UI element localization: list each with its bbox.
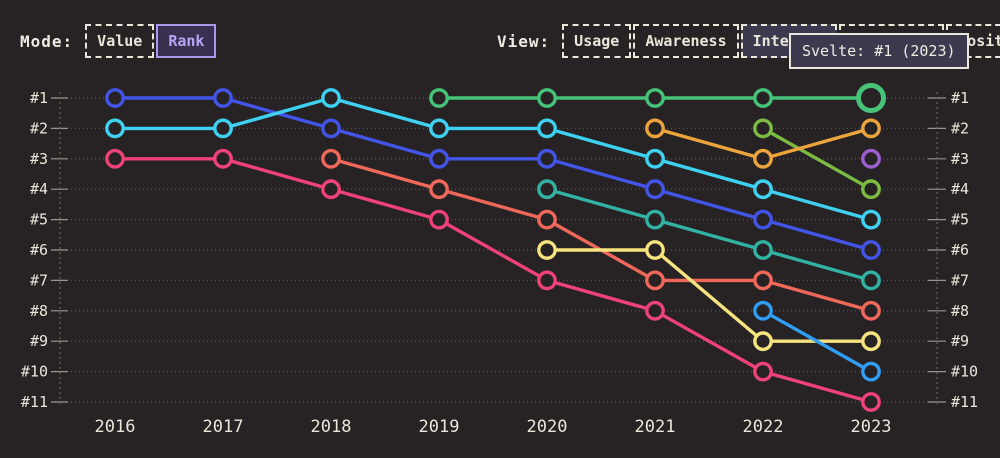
view-label: View:	[497, 31, 551, 51]
data-point-teal-series[interactable]	[645, 209, 665, 230]
data-point-blue-series[interactable]	[429, 148, 449, 169]
rank-label-left: #1	[30, 89, 48, 107]
series-line-lime-series	[761, 126, 873, 191]
rank-label-right: #10	[951, 363, 978, 381]
rank-label-right: #9	[951, 332, 969, 350]
year-label: 2022	[743, 417, 784, 437]
data-point-purple-series[interactable]	[861, 148, 881, 169]
mode-option-rank[interactable]: Rank	[156, 24, 217, 58]
series-line-pink-series	[113, 157, 873, 404]
data-point-cyan-series[interactable]	[645, 148, 665, 169]
data-point-Svelte[interactable]	[856, 83, 886, 113]
series-line-cyan-series	[113, 96, 873, 222]
year-label: 2021	[635, 417, 676, 437]
data-point-lime-series[interactable]	[753, 118, 773, 139]
data-point-sky-series[interactable]	[861, 361, 881, 382]
data-point-blue-series[interactable]	[321, 118, 341, 139]
data-point-cyan-series[interactable]	[753, 179, 773, 200]
data-point-orange-series[interactable]	[861, 118, 881, 139]
year-label: 2019	[419, 417, 460, 437]
data-point-pink-series[interactable]	[537, 270, 557, 291]
data-point-red-series[interactable]	[645, 270, 665, 291]
data-point-pink-series[interactable]	[645, 300, 665, 321]
data-point-Svelte[interactable]	[429, 88, 449, 108]
data-point-pink-series[interactable]	[753, 361, 773, 382]
data-point-red-series[interactable]	[429, 179, 449, 200]
rank-label-left: #8	[30, 302, 48, 320]
data-point-cyan-series[interactable]	[537, 118, 557, 139]
rank-label-right: #7	[951, 271, 969, 289]
data-point-Svelte[interactable]	[537, 88, 557, 108]
data-point-pink-series[interactable]	[429, 209, 449, 230]
data-point-blue-series[interactable]	[645, 179, 665, 200]
rank-label-right: #6	[951, 241, 969, 259]
year-label: 2017	[203, 417, 244, 437]
series-line-teal-series	[545, 187, 873, 283]
data-point-pink-series[interactable]	[321, 179, 341, 200]
rank-label-right: #5	[951, 211, 969, 229]
data-point-cyan-series[interactable]	[861, 209, 881, 230]
data-point-red-series[interactable]	[753, 270, 773, 291]
series-line-red-series	[329, 157, 873, 313]
data-point-teal-series[interactable]	[861, 270, 881, 291]
rank-label-left: #3	[30, 150, 48, 168]
tooltip-text: Svelte: #1 (2023)	[802, 42, 956, 60]
data-point-Svelte[interactable]	[753, 88, 773, 108]
data-point-pink-series[interactable]	[105, 148, 125, 169]
data-point-orange-series[interactable]	[753, 148, 773, 169]
data-point-sky-series[interactable]	[753, 300, 773, 321]
mode-option-value[interactable]: Value	[85, 24, 155, 58]
data-point-blue-series[interactable]	[105, 88, 125, 108]
rank-label-right: #11	[951, 393, 978, 411]
rank-label-left: #5	[30, 211, 48, 229]
year-label: 2016	[95, 417, 136, 437]
data-point-cyan-series[interactable]	[321, 88, 341, 108]
rank-label-right: #8	[951, 302, 969, 320]
rank-label-left: #4	[30, 180, 48, 198]
data-point-yellow-series[interactable]	[537, 240, 557, 260]
data-point-yellow-series[interactable]	[753, 331, 773, 352]
data-point-lime-series[interactable]	[861, 179, 881, 200]
data-point-red-series[interactable]	[537, 209, 557, 230]
view-option-awareness[interactable]: Awareness	[633, 24, 739, 58]
year-label: 2023	[851, 417, 892, 437]
rank-label-left: #2	[30, 119, 48, 137]
data-point-red-series[interactable]	[321, 148, 341, 169]
data-point-pink-series[interactable]	[861, 392, 881, 412]
series-line-sky-series	[761, 309, 873, 374]
rank-label-right: #4	[951, 180, 969, 198]
rank-label-left: #7	[30, 271, 48, 289]
data-point-teal-series[interactable]	[537, 179, 557, 200]
data-point-orange-series[interactable]	[645, 118, 665, 139]
data-point-yellow-series[interactable]	[645, 240, 665, 260]
rank-label-right: #1	[951, 89, 969, 107]
data-point-blue-series[interactable]	[861, 240, 881, 260]
mode-toggle: Mode: Value Rank	[20, 24, 218, 58]
data-point-yellow-series[interactable]	[861, 331, 881, 352]
mode-label: Mode:	[20, 31, 74, 51]
year-label: 2020	[527, 417, 568, 437]
series-line-blue-series	[113, 96, 873, 252]
data-point-blue-series[interactable]	[537, 148, 557, 169]
tooltip: Svelte: #1 (2023)	[789, 33, 969, 69]
rank-label-left: #11	[21, 393, 48, 411]
year-label: 2018	[311, 417, 352, 437]
data-point-cyan-series[interactable]	[105, 118, 125, 139]
data-point-pink-series[interactable]	[213, 148, 233, 169]
data-point-teal-series[interactable]	[753, 240, 773, 260]
rank-label-right: #2	[951, 119, 969, 137]
data-point-blue-series[interactable]	[753, 209, 773, 230]
data-point-Svelte[interactable]	[645, 88, 665, 108]
rank-label-left: #9	[30, 332, 48, 350]
data-point-cyan-series[interactable]	[213, 118, 233, 139]
rank-label-left: #10	[21, 363, 48, 381]
rank-label-right: #3	[951, 150, 969, 168]
data-point-cyan-series[interactable]	[429, 118, 449, 139]
view-option-usage[interactable]: Usage	[562, 24, 632, 58]
rank-label-left: #6	[30, 241, 48, 259]
data-point-red-series[interactable]	[861, 300, 881, 321]
data-point-blue-series[interactable]	[213, 88, 233, 108]
